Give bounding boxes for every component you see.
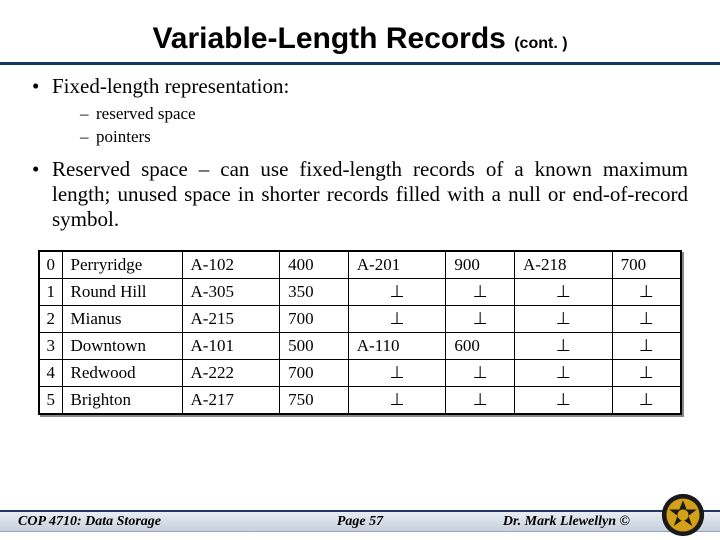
null-cell: ⊥ (446, 305, 515, 332)
row-name: Mianus (62, 305, 182, 332)
bullet-1: Fixed-length representation: reserved sp… (32, 74, 688, 149)
null-cell: ⊥ (612, 359, 680, 386)
cell: 700 (612, 252, 680, 279)
table-row: 5 Brighton A-217 750 ⊥ ⊥ ⊥ ⊥ (40, 386, 680, 413)
cell: A-222 (182, 359, 280, 386)
title-main: Variable-Length Records (152, 22, 505, 55)
row-index: 4 (40, 359, 62, 386)
cell: 500 (280, 332, 349, 359)
cell: A-201 (348, 252, 446, 279)
row-name: Brighton (62, 386, 182, 413)
sub-1: reserved space (80, 103, 688, 126)
row-name: Downtown (62, 332, 182, 359)
row-index: 3 (40, 332, 62, 359)
null-cell: ⊥ (515, 278, 613, 305)
cell: 700 (280, 359, 349, 386)
records-table: 0 Perryridge A-102 400 A-201 900 A-218 7… (40, 252, 680, 413)
null-cell: ⊥ (348, 305, 446, 332)
null-cell: ⊥ (515, 359, 613, 386)
title-cont: (cont. ) (514, 35, 567, 52)
footer-bar: COP 4710: Data Storage Page 57 Dr. Mark … (0, 510, 720, 532)
table-row: 2 Mianus A-215 700 ⊥ ⊥ ⊥ ⊥ (40, 305, 680, 332)
cell: 900 (446, 252, 515, 279)
footer: COP 4710: Data Storage Page 57 Dr. Mark … (0, 500, 720, 540)
null-cell: ⊥ (348, 386, 446, 413)
null-cell: ⊥ (446, 359, 515, 386)
null-cell: ⊥ (612, 332, 680, 359)
row-index: 0 (40, 252, 62, 279)
table-row: 3 Downtown A-101 500 A-110 600 ⊥ ⊥ (40, 332, 680, 359)
cell: A-215 (182, 305, 280, 332)
footer-right: Dr. Mark Llewellyn © (503, 514, 630, 530)
table-row: 0 Perryridge A-102 400 A-201 900 A-218 7… (40, 252, 680, 279)
null-cell: ⊥ (612, 305, 680, 332)
null-cell: ⊥ (446, 386, 515, 413)
footer-center: Page 57 (337, 514, 383, 530)
row-index: 1 (40, 278, 62, 305)
bullet-list: Fixed-length representation: reserved sp… (32, 74, 688, 232)
cell: A-102 (182, 252, 280, 279)
cell: A-218 (515, 252, 613, 279)
null-cell: ⊥ (612, 278, 680, 305)
table-row: 4 Redwood A-222 700 ⊥ ⊥ ⊥ ⊥ (40, 359, 680, 386)
cell: 600 (446, 332, 515, 359)
title-rule (0, 62, 720, 65)
cell: 750 (280, 386, 349, 413)
null-cell: ⊥ (612, 386, 680, 413)
records-table-wrap: 0 Perryridge A-102 400 A-201 900 A-218 7… (38, 250, 682, 415)
row-name: Perryridge (62, 252, 182, 279)
bullet-2: Reserved space – can use fixed-length re… (32, 157, 688, 232)
sub-list: reserved space pointers (80, 103, 688, 149)
slide-title: Variable-Length Records (cont. ) (28, 22, 692, 56)
row-name: Round Hill (62, 278, 182, 305)
cell: 700 (280, 305, 349, 332)
bullet-1-text: Fixed-length representation: (52, 74, 289, 98)
cell: 400 (280, 252, 349, 279)
null-cell: ⊥ (446, 278, 515, 305)
table-row: 1 Round Hill A-305 350 ⊥ ⊥ ⊥ ⊥ (40, 278, 680, 305)
cell: A-101 (182, 332, 280, 359)
cell: A-217 (182, 386, 280, 413)
footer-left: COP 4710: Data Storage (18, 514, 161, 530)
cell: 350 (280, 278, 349, 305)
null-cell: ⊥ (348, 359, 446, 386)
null-cell: ⊥ (515, 332, 613, 359)
row-index: 5 (40, 386, 62, 413)
row-name: Redwood (62, 359, 182, 386)
null-cell: ⊥ (515, 305, 613, 332)
null-cell: ⊥ (348, 278, 446, 305)
row-index: 2 (40, 305, 62, 332)
sub-2: pointers (80, 126, 688, 149)
null-cell: ⊥ (515, 386, 613, 413)
cell: A-110 (348, 332, 446, 359)
cell: A-305 (182, 278, 280, 305)
ucf-logo-icon (660, 492, 706, 538)
